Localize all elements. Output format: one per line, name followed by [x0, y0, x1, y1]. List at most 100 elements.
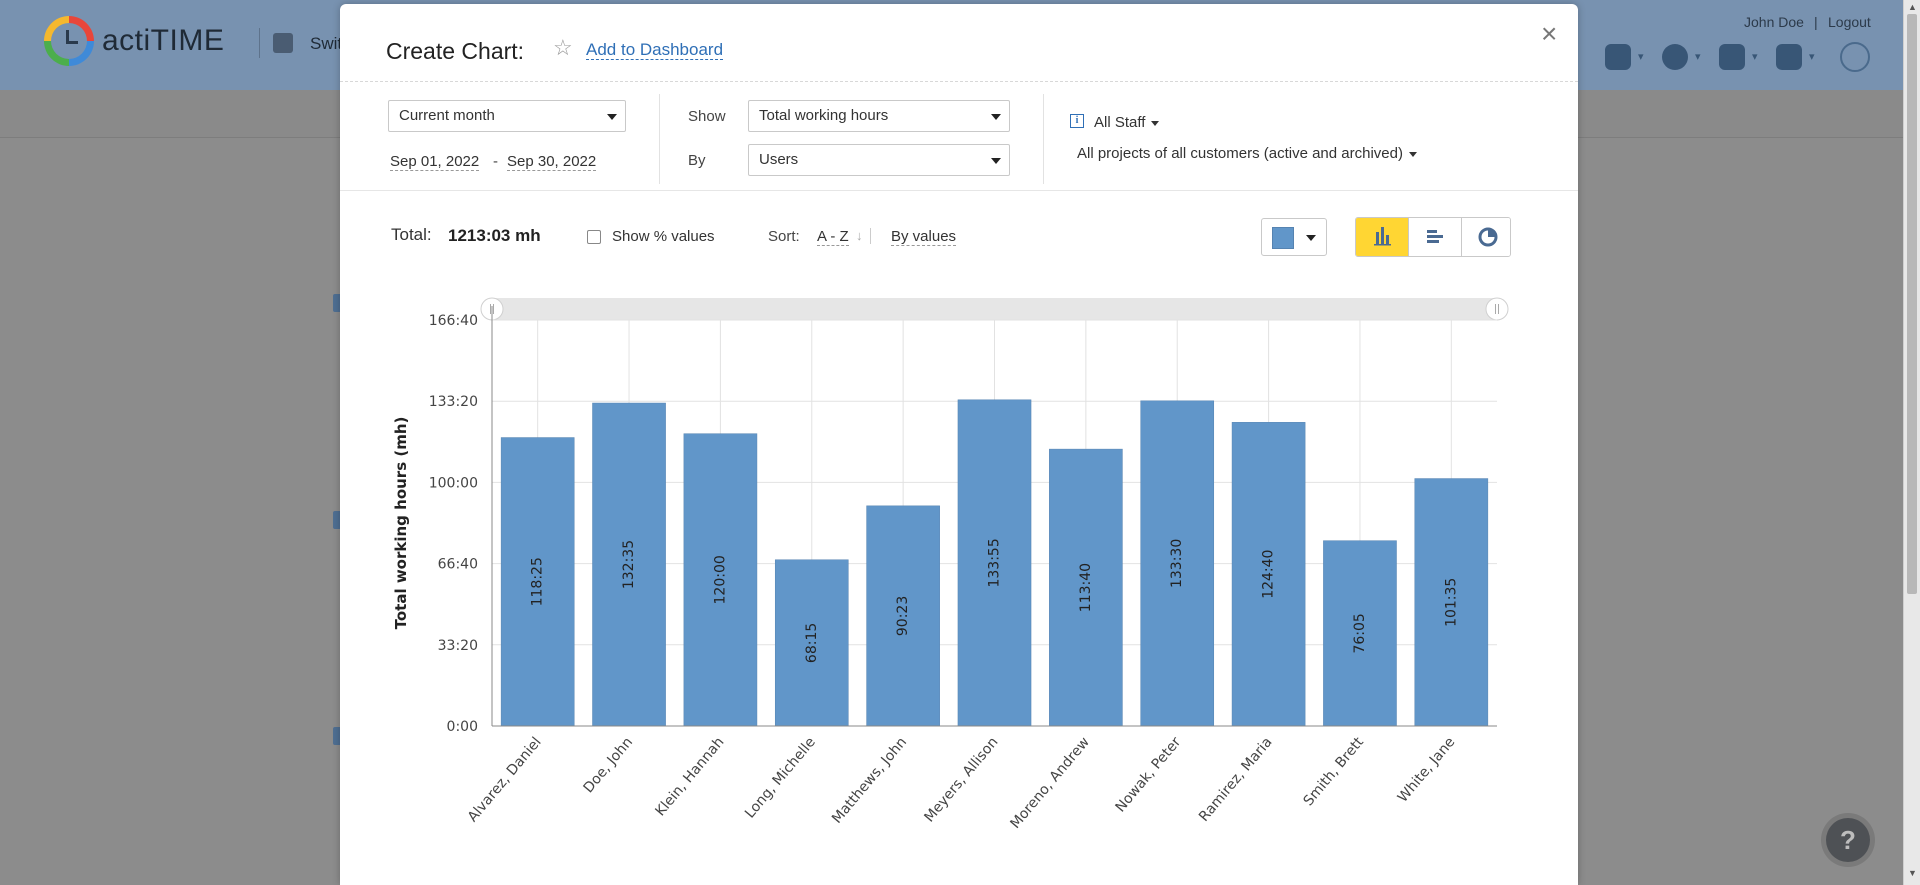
- bar-data-label: 124:40: [1261, 550, 1277, 599]
- filter-divider: [1043, 94, 1044, 184]
- chart-view-toggle: [1355, 217, 1511, 257]
- bar-data-label: 76:05: [1352, 613, 1368, 653]
- filter-divider: [659, 94, 660, 184]
- date-range-dash: -: [493, 153, 498, 170]
- bar-data-label: 101:35: [1443, 578, 1459, 627]
- pie-chart-button[interactable]: [1462, 218, 1510, 256]
- y-tick-label: 133:20: [429, 394, 478, 410]
- header-separator: [340, 81, 1578, 82]
- caret-down-icon: [1408, 151, 1417, 157]
- x-tick-label: Klein, Hannah: [652, 734, 727, 819]
- switch-link[interactable]: Swit: [310, 34, 343, 53]
- bar-data-label: 132:35: [621, 540, 637, 589]
- bar-chart-button[interactable]: [1409, 218, 1462, 256]
- x-tick-label: Meyers, Allison: [921, 734, 1001, 825]
- x-tick-label: Alvarez, Daniel: [465, 734, 545, 825]
- by-label: By: [688, 152, 706, 169]
- show-label: Show: [688, 108, 726, 125]
- star-icon[interactable]: ☆: [553, 35, 573, 60]
- caret-down-icon: [1151, 120, 1160, 126]
- chart-bar: [500, 437, 575, 727]
- show-select-value: Total working hours: [759, 107, 889, 124]
- column-chart-button[interactable]: [1356, 218, 1409, 256]
- caret-down-icon: [991, 158, 1001, 164]
- chart-bar: [1231, 422, 1306, 727]
- puzzle-icon[interactable]: [1719, 44, 1745, 70]
- add-to-dashboard-link[interactable]: Add to Dashboard: [586, 40, 724, 60]
- chart-bar: [1414, 478, 1489, 727]
- projects-filter[interactable]: All projects of all customers (active an…: [1077, 145, 1417, 162]
- range-slider-right-handle[interactable]: [1485, 297, 1509, 321]
- y-tick-label: 100:00: [429, 475, 478, 491]
- logo-clock-hand: [66, 30, 69, 44]
- by-select[interactable]: Users: [748, 144, 1010, 176]
- show-select[interactable]: Total working hours: [748, 100, 1010, 132]
- background-marker: [333, 294, 343, 312]
- staff-filter[interactable]: All Staff: [1094, 114, 1160, 131]
- chart-bar: [592, 402, 666, 727]
- caret-down-icon: [1306, 235, 1316, 241]
- header-divider: [259, 28, 260, 58]
- caret-down-icon: [607, 114, 617, 120]
- x-tick-label: Long, Michelle: [742, 734, 819, 821]
- gear-icon[interactable]: [1662, 44, 1688, 70]
- color-swatch: [1272, 227, 1294, 249]
- switch-icon[interactable]: [273, 33, 293, 53]
- sort-az-link[interactable]: A - Z: [817, 228, 849, 246]
- info-icon[interactable]: i: [1070, 114, 1084, 128]
- show-percent-checkbox[interactable]: [587, 230, 601, 244]
- scroll-up-icon[interactable]: ▲: [1908, 2, 1917, 12]
- chevron-down-icon[interactable]: ▾: [1695, 51, 1701, 63]
- help-button[interactable]: ?: [1826, 818, 1870, 862]
- help-icon[interactable]: [1776, 44, 1802, 70]
- staff-filter-label: All Staff: [1094, 114, 1146, 131]
- x-tick-label: Matthews, John: [829, 734, 910, 826]
- x-tick-label: White, Jane: [1395, 734, 1459, 805]
- x-tick-label: Doe, John: [581, 734, 637, 796]
- filters-separator: [340, 190, 1578, 191]
- chart-bar: [1049, 448, 1123, 727]
- chart-bar: [1323, 540, 1397, 727]
- column-chart-icon: [1374, 227, 1391, 246]
- bar-data-label: 118:25: [530, 557, 546, 606]
- chart-bar: [866, 505, 940, 727]
- bar-data-label: 120:00: [712, 555, 728, 604]
- sort-by-values-link[interactable]: By values: [891, 228, 957, 246]
- date-from[interactable]: Sep 01, 2022: [390, 153, 480, 171]
- total-value: 1213:03 mh: [448, 226, 541, 245]
- y-tick-label: 33:20: [438, 638, 478, 654]
- calendar-icon[interactable]: [1605, 44, 1631, 70]
- lightbulb-icon[interactable]: [1840, 42, 1870, 72]
- chevron-down-icon[interactable]: ▾: [1638, 51, 1644, 63]
- create-chart-modal: Create Chart: ☆ Add to Dashboard × Curre…: [340, 4, 1578, 885]
- scroll-thumb[interactable]: [1907, 14, 1917, 594]
- period-select-value: Current month: [399, 107, 495, 124]
- sort-label: Sort:: [768, 228, 800, 245]
- color-picker[interactable]: [1261, 218, 1327, 256]
- chevron-down-icon[interactable]: ▾: [1752, 51, 1758, 63]
- chevron-down-icon[interactable]: ▾: [1809, 51, 1815, 63]
- close-button[interactable]: ×: [1541, 18, 1558, 49]
- modal-title: Create Chart:: [386, 38, 525, 64]
- working-hours-chart: 0:00 33:20 66:40 100:00 133:20 166:40 118:25 Al…: [392, 297, 1509, 832]
- period-select[interactable]: Current month: [388, 100, 626, 132]
- bar-data-label: 133:55: [987, 538, 1003, 587]
- chart-bar: [957, 399, 1032, 727]
- logo-text[interactable]: actiTIME: [102, 24, 225, 57]
- user-name[interactable]: John Doe: [1744, 14, 1804, 30]
- x-tick-label: Moreno, Andrew: [1007, 734, 1092, 832]
- x-tick-label: Nowak, Peter: [1113, 734, 1185, 815]
- sort-down-arrow-icon[interactable]: ↓: [856, 228, 863, 243]
- y-tick-label: 66:40: [438, 557, 478, 573]
- bar-data-label: 68:15: [804, 623, 820, 663]
- show-percent-label[interactable]: Show % values: [612, 228, 715, 245]
- scroll-down-icon[interactable]: ▼: [1908, 868, 1917, 878]
- chart-bar: [683, 433, 758, 727]
- date-to[interactable]: Sep 30, 2022: [507, 153, 597, 171]
- logout-link[interactable]: Logout: [1828, 14, 1871, 30]
- page-scrollbar[interactable]: ▲ ▼: [1903, 0, 1920, 885]
- sort-divider: [870, 228, 871, 244]
- by-select-value: Users: [759, 151, 799, 168]
- background-marker: [333, 511, 343, 529]
- chart-bar: [774, 559, 849, 727]
